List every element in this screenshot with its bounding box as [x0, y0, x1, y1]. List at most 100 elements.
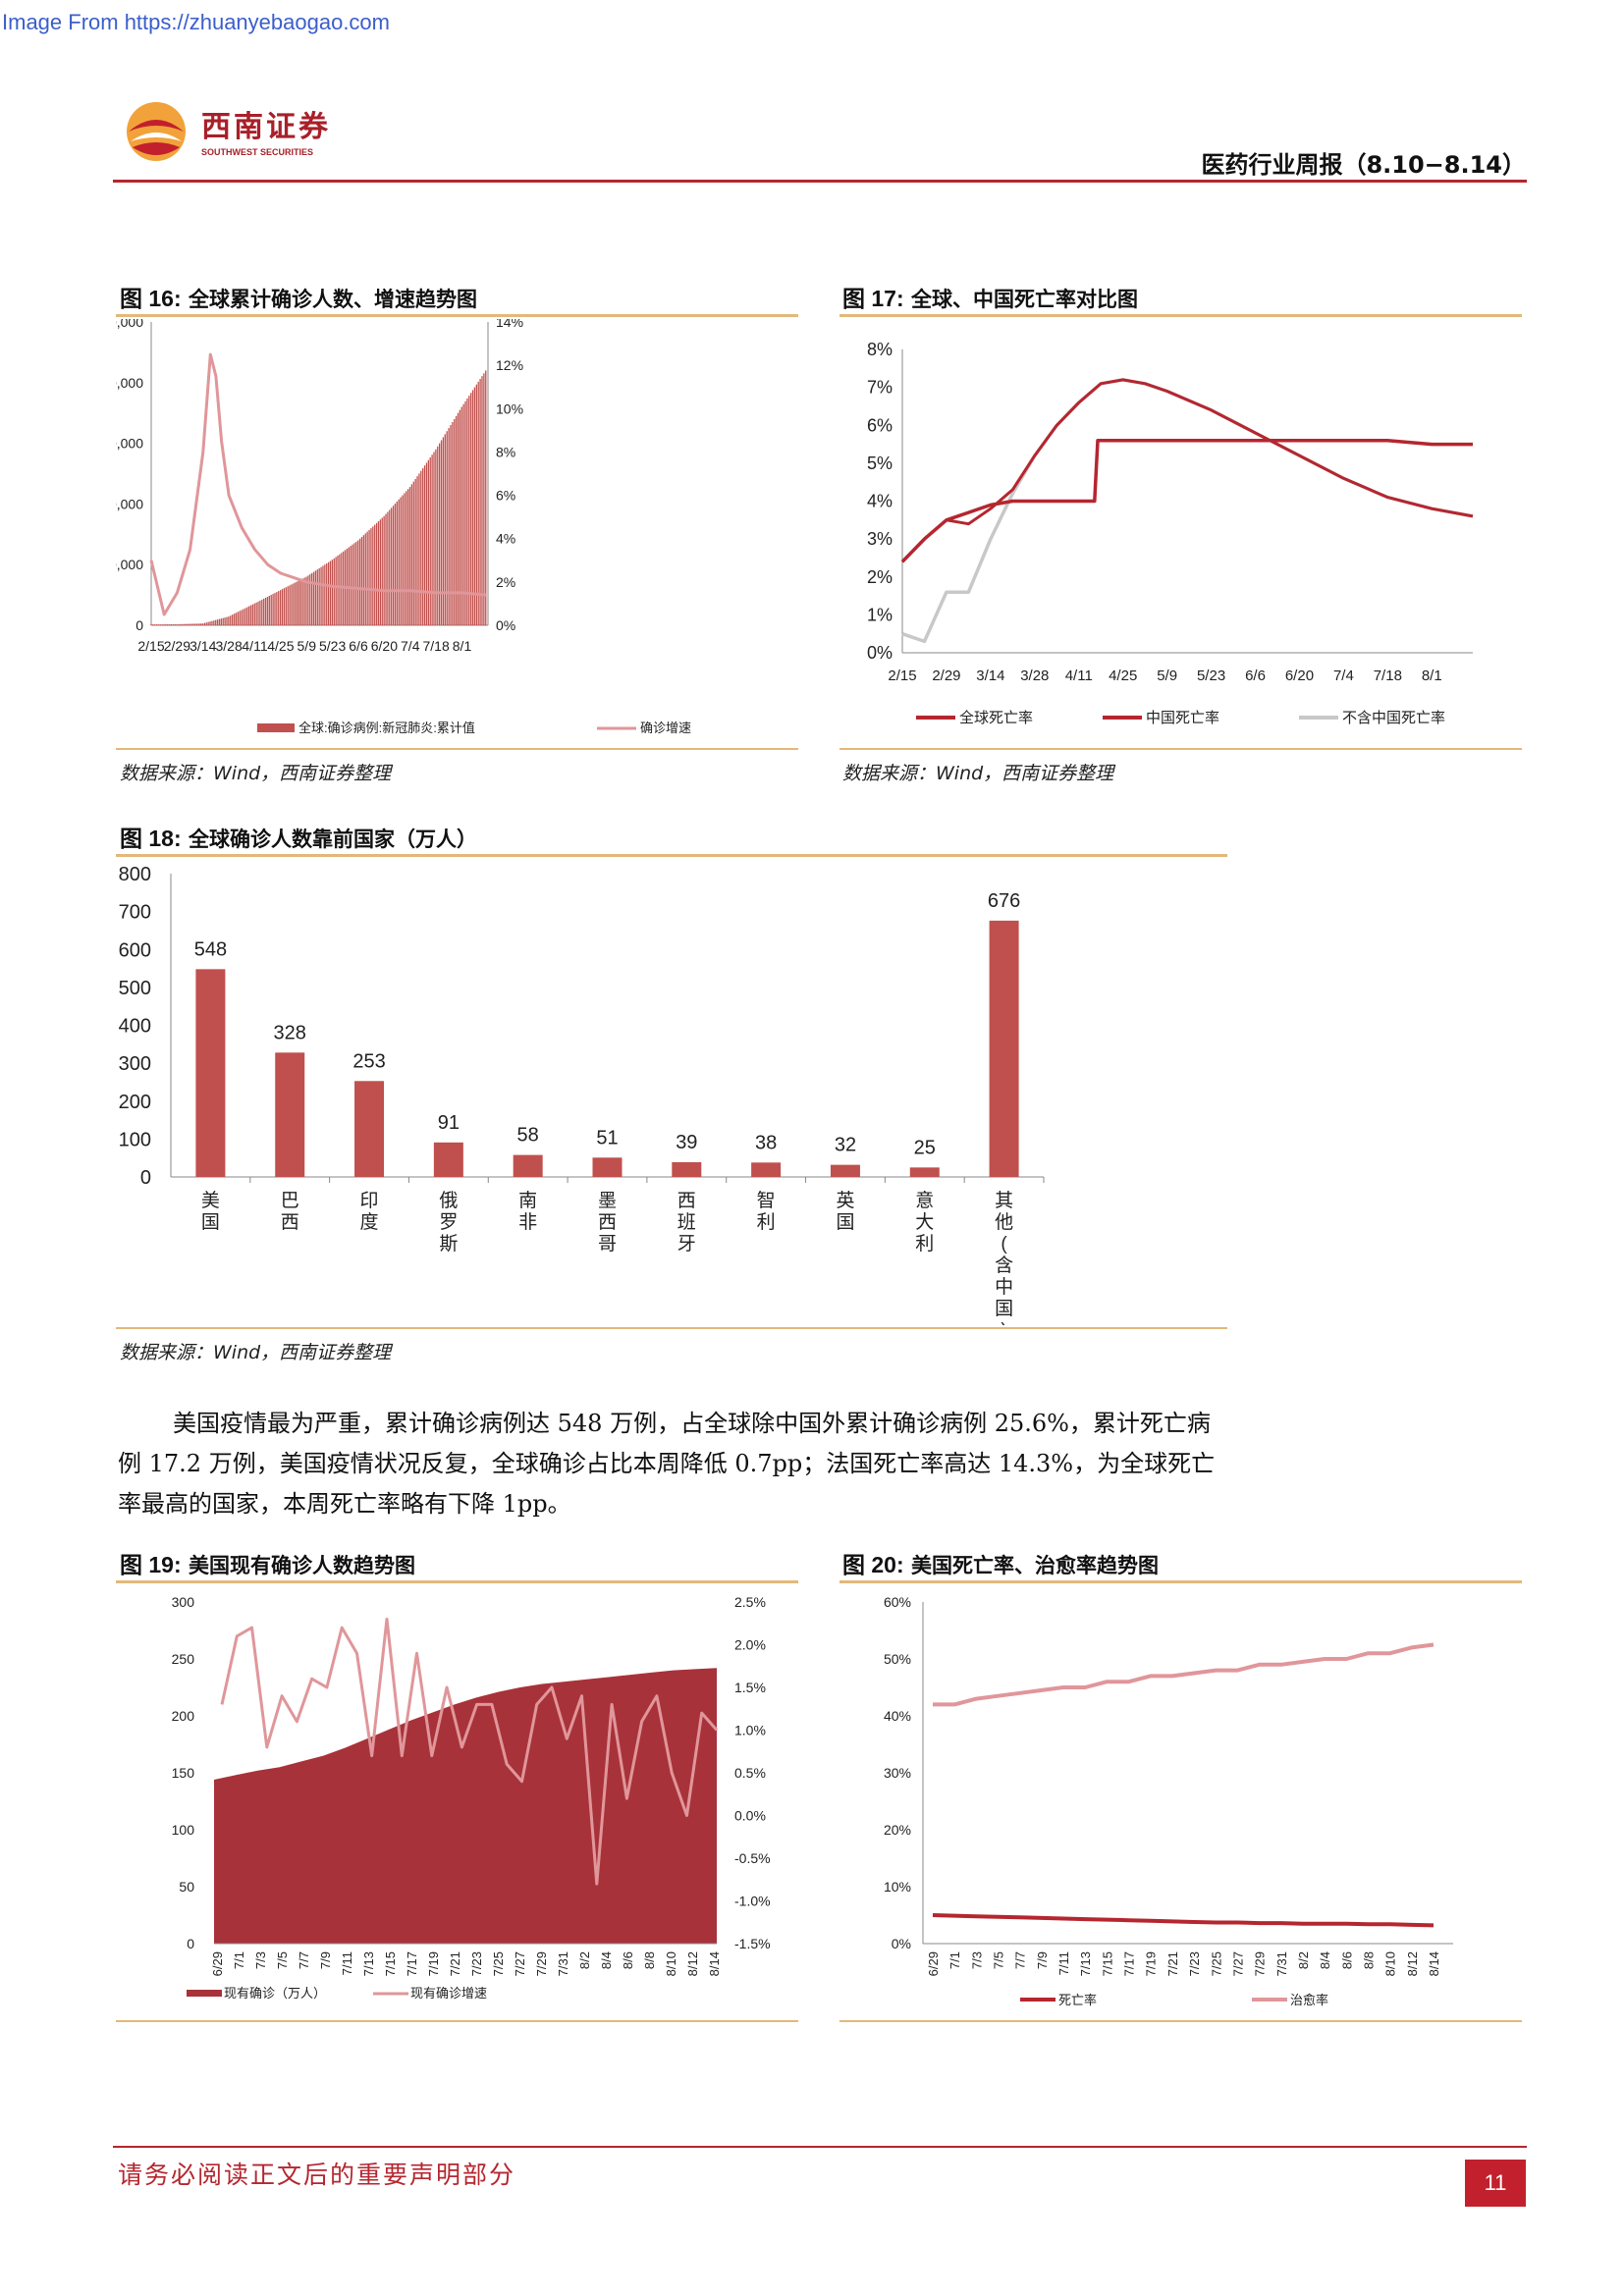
- fig16-bar: [392, 506, 395, 625]
- fig18-category-char: 含: [995, 1255, 1013, 1276]
- fig18-category-char: 中: [995, 1276, 1013, 1298]
- fig19-legend-line-label: 现有确诊增速: [410, 1986, 487, 2001]
- fig16-bar: [437, 446, 439, 625]
- fig16-bar: [381, 517, 383, 625]
- fig18-top-rule: [116, 854, 1227, 857]
- fig16-title: 图 16: 全球累计确诊人数、增速趋势图: [120, 280, 477, 313]
- fig18-data-label: 38: [755, 1132, 777, 1153]
- fig18-bar: [195, 969, 226, 1177]
- fig20-x-tick: 7/17: [1122, 1951, 1137, 1976]
- fig16-bar: [398, 499, 400, 625]
- fig18-data-label: 58: [517, 1125, 539, 1147]
- fig18-y-tick: 700: [119, 902, 151, 924]
- fig19-y-right-tick: 2.5%: [734, 1594, 766, 1610]
- fig16-bar: [194, 623, 196, 625]
- fig19-x-tick: 7/13: [361, 1951, 376, 1976]
- fig17-y-tick: 4%: [867, 492, 893, 511]
- fig18-category-char: ): [1001, 1320, 1006, 1325]
- fig16-bar: [203, 622, 206, 625]
- fig16-source: 数据来源：Wind，西南证券整理: [120, 763, 392, 784]
- fig16-bar: [423, 465, 426, 625]
- fig20-x-tick: 6/29: [926, 1951, 941, 1976]
- fig18-category-char: 利: [915, 1233, 934, 1255]
- fig16-bar: [243, 609, 244, 625]
- fig18-bar: [592, 1157, 623, 1177]
- fig16-bar: [190, 623, 192, 625]
- fig17-x-tick: 8/1: [1422, 667, 1442, 684]
- fig20-y-tick: 50%: [884, 1651, 911, 1667]
- fig16-bar: [153, 624, 156, 625]
- fig16-bar: [333, 558, 335, 625]
- body-paragraph: 美国疫情最为严重，累计确诊病例达 548 万例，占全球除中国外累计确诊病例 25…: [118, 1404, 1227, 1524]
- fig16-bar: [255, 602, 257, 625]
- fig16-bar: [253, 603, 255, 625]
- fig19-x-tick: 7/31: [556, 1951, 570, 1976]
- fig16-bar: [375, 522, 378, 625]
- fig18-category-char: 英: [836, 1190, 854, 1211]
- fig16-y-right-tick: 4%: [496, 531, 515, 547]
- fig16-x-tick: 7/4: [401, 638, 420, 654]
- fig16-growth-line: [149, 352, 487, 616]
- fig16-bar: [295, 582, 297, 625]
- fig19-growth-line: [220, 1617, 719, 1886]
- fig16-bar: [157, 624, 159, 625]
- fig18-title-text: 全球确诊人数靠前国家（万人）: [188, 828, 477, 851]
- fig16-bar: [172, 623, 175, 625]
- fig16-bar: [444, 434, 446, 625]
- fig18-category-char: 国: [836, 1212, 854, 1233]
- fig16-bar: [389, 509, 391, 625]
- fig16-bar: [362, 535, 365, 625]
- fig17-x-tick: 3/14: [976, 667, 1004, 684]
- fig16-bar: [296, 581, 298, 625]
- fig16-y-right-tick: 2%: [496, 574, 515, 590]
- fig16-legend-line-label: 确诊增速: [640, 721, 691, 735]
- page-number: 11: [1465, 2160, 1526, 2207]
- fig18-title: 图 18: 全球确诊人数靠前国家（万人）: [120, 820, 477, 853]
- fig18-category-char: 牙: [677, 1234, 696, 1255]
- fig16-bar: [264, 597, 267, 625]
- fig20-x-tick: 7/9: [1035, 1951, 1050, 1969]
- fig16-bar: [350, 546, 352, 625]
- fig19-bottom-rule: [116, 2020, 798, 2022]
- source-url[interactable]: Image From https://zhuanyebaogao.com: [2, 10, 390, 34]
- fig16-bar: [257, 601, 259, 625]
- fig16-x-tick: 3/28: [216, 638, 243, 654]
- fig16-legend-bar-label: 全球:确诊病例:新冠肺炎:累计值: [298, 721, 475, 735]
- fig16-bar: [283, 588, 286, 625]
- fig18-data-label: 548: [194, 938, 227, 960]
- fig18-y-tick: 300: [119, 1053, 151, 1075]
- fig16-bar: [155, 624, 158, 625]
- fig19-x-tick: 7/7: [297, 1951, 311, 1969]
- fig18-category-char: 巴: [281, 1191, 299, 1211]
- fig20-x-tick: 8/4: [1318, 1951, 1332, 1969]
- fig17-y-tick: 2%: [867, 567, 893, 587]
- fig20-y-tick: 60%: [884, 1594, 911, 1610]
- fig16-bar: [337, 556, 339, 625]
- fig17-legend-label: 不含中国死亡率: [1342, 710, 1445, 726]
- fig18-y-tick: 600: [119, 939, 151, 961]
- fig17-x-tick: 6/20: [1285, 667, 1314, 684]
- report-title: 医药行业周报（8.10−8.14）: [1201, 151, 1526, 179]
- fig20-x-tick: 7/1: [947, 1951, 962, 1969]
- fig20-x-tick: 7/31: [1274, 1951, 1289, 1976]
- fig16-bar: [320, 566, 322, 625]
- fig16-bar: [368, 529, 370, 625]
- fig16-bar: [205, 622, 207, 625]
- fig18-bottom-rule: [116, 1327, 1227, 1329]
- fig16-legend-swatch-bar: [257, 723, 295, 732]
- fig19-title-text: 美国现有确诊人数趋势图: [188, 1554, 415, 1577]
- fig16-bar: [272, 594, 274, 625]
- fig17-y-tick: 8%: [867, 340, 893, 359]
- fig19-chart: 300 250 200 150 100 50 0 2.5% 2.0% 1.5% 1.0% 0.5% 0.…: [172, 1594, 771, 2001]
- fig16-bar: [358, 538, 361, 625]
- fig17-x-tick: 3/28: [1020, 667, 1049, 684]
- fig16-bar: [408, 487, 411, 625]
- fig16-bar: [400, 497, 402, 625]
- fig20-top-rule: [839, 1580, 1522, 1583]
- fig19-y-right-tick: -1.0%: [734, 1894, 771, 1909]
- fig16-bar: [151, 624, 154, 625]
- fig16-bar: [189, 623, 190, 625]
- fig16-bar: [416, 476, 418, 625]
- fig16-bar: [230, 615, 232, 625]
- fig17-x-tick: 5/23: [1197, 667, 1225, 684]
